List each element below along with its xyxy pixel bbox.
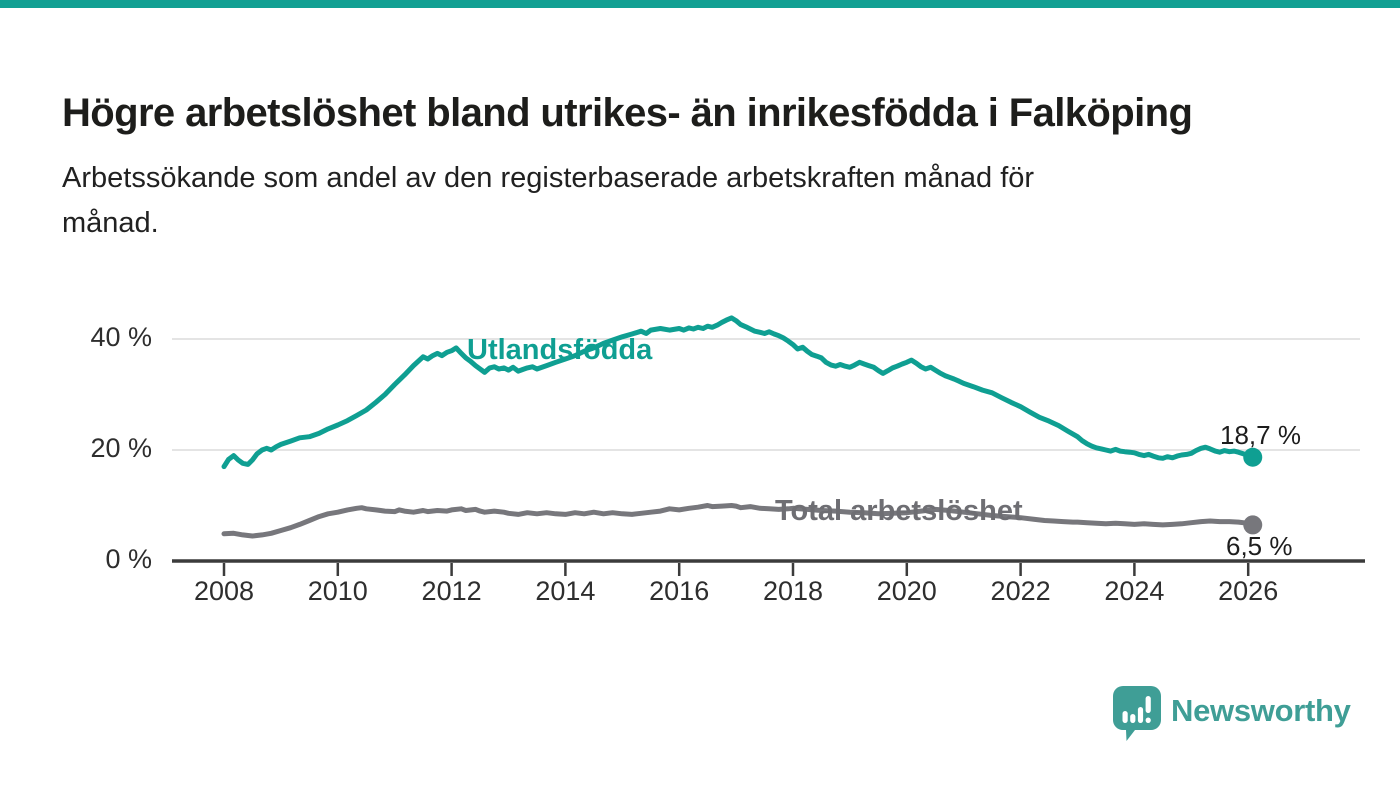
chart-subtitle-line1: Arbetssökande som andel av den registerb… xyxy=(62,162,1035,194)
newsworthy-logo-icon xyxy=(1113,686,1161,741)
y-tick-label-40: 40 % xyxy=(90,322,152,352)
series-label-total-arbetsloshet: Total arbetslöshet xyxy=(775,495,1023,527)
series-end-dot-0 xyxy=(1243,447,1263,467)
x-tick-label-2014: 2014 xyxy=(535,576,596,606)
end-value-label-total: 6,5 % xyxy=(1226,531,1293,561)
series-end-dot-1 xyxy=(1243,515,1263,535)
series-label-utlandsfodda: Utlandsfödda xyxy=(467,334,653,366)
newsworthy-logo-text: Newsworthy xyxy=(1171,693,1351,728)
x-tick-label-2026: 2026 xyxy=(1218,576,1279,606)
x-tick-label-2008: 2008 xyxy=(193,576,255,606)
x-tick-label-2012: 2012 xyxy=(421,576,482,606)
newsworthy-logo: Newsworthy xyxy=(1113,686,1351,741)
x-tick-label-2022: 2022 xyxy=(990,576,1051,606)
x-tick-label-2010: 2010 xyxy=(307,576,368,606)
end-value-label-utlandsfodda: 18,7 % xyxy=(1220,420,1301,450)
y-tick-label-20: 20 % xyxy=(90,433,152,463)
chart-subtitle-line2: månad. xyxy=(62,206,159,239)
series-line-0 xyxy=(221,315,1256,470)
x-tick-label-2024: 2024 xyxy=(1104,576,1165,606)
series-line-1 xyxy=(221,503,1256,539)
x-tick-label-2020: 2020 xyxy=(876,576,937,606)
page-title: Högre arbetslöshet bland utrikes- än inr… xyxy=(62,90,1193,135)
x-tick-label-2018: 2018 xyxy=(762,576,824,606)
brand-topbar xyxy=(0,0,1400,8)
y-tick-label-0: 0 % xyxy=(105,544,152,574)
x-tick-label-2016: 2016 xyxy=(649,576,710,606)
chart-subtitle: Arbetssökande som andel av den registerb… xyxy=(62,156,1312,246)
